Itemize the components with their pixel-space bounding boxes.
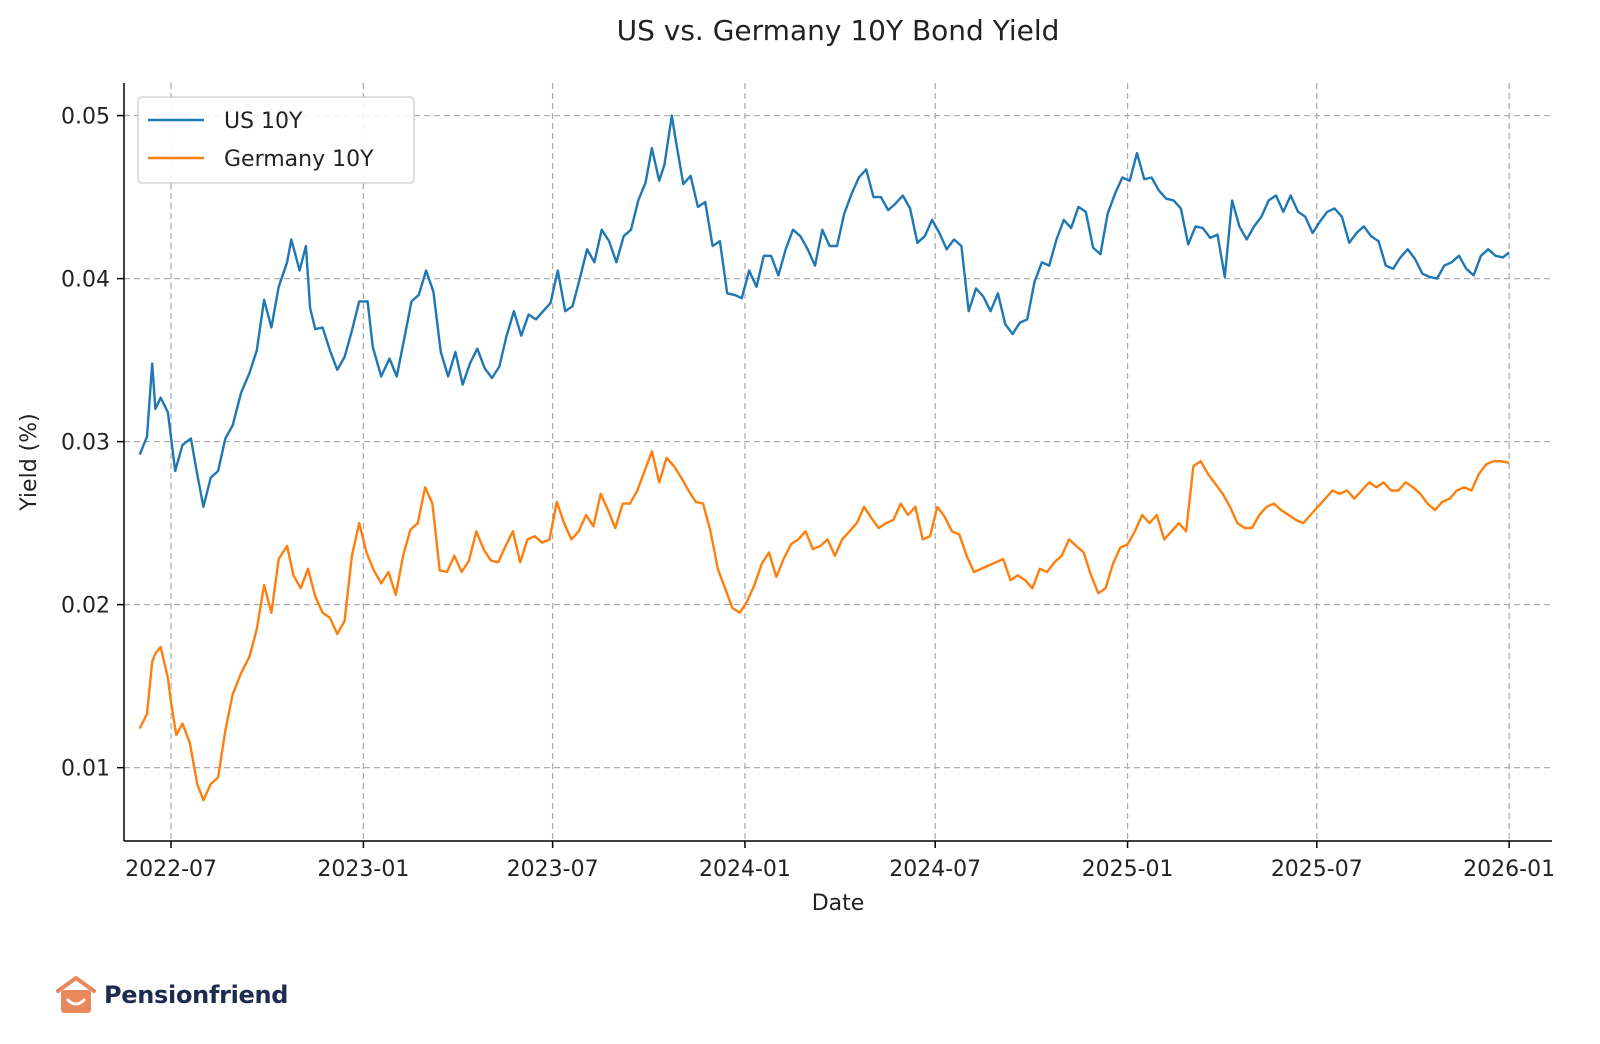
y-axis-label: Yield (%)	[17, 413, 42, 511]
series-line-us-10y	[138, 114, 1510, 508]
brand-name: Pensionfriend	[104, 981, 289, 1009]
x-tick-label: 2024-07	[889, 857, 981, 882]
series-group	[138, 114, 1510, 802]
x-tick-label: 2024-01	[699, 857, 791, 882]
legend-label-us-10y: US 10Y	[224, 109, 303, 134]
brand-logo: Pensionfriend	[56, 975, 288, 1015]
x-tick-label: 2026-01	[1463, 857, 1555, 882]
x-tick-label: 2022-07	[125, 857, 217, 882]
y-tick-label: 0.04	[61, 268, 110, 293]
legend-label-germany-10y: Germany 10Y	[224, 147, 374, 172]
x-axis-ticks: 2022-07 2023-01 2023-07 2024-01 2024-07 2025-…	[125, 841, 1555, 882]
x-tick-label: 2025-07	[1271, 857, 1363, 882]
x-tick-label: 2023-01	[317, 857, 409, 882]
house-smile-icon	[56, 976, 96, 1013]
x-tick-label: 2023-07	[507, 857, 599, 882]
x-tick-label: 2025-01	[1082, 857, 1174, 882]
legend-box	[137, 96, 415, 184]
legend: US 10Y Germany 10Y	[137, 96, 415, 184]
grid	[124, 83, 1552, 841]
series-line-germany-10y	[138, 450, 1510, 802]
x-axis-label: Date	[812, 891, 865, 916]
y-tick-label: 0.03	[61, 431, 110, 456]
y-tick-label: 0.05	[61, 105, 110, 130]
y-tick-label: 0.01	[61, 757, 110, 782]
chart-title: US vs. Germany 10Y Bond Yield	[617, 14, 1060, 47]
y-axis-ticks: 0.01 0.02 0.03 0.04 0.05	[61, 105, 124, 782]
y-tick-label: 0.02	[61, 594, 110, 619]
